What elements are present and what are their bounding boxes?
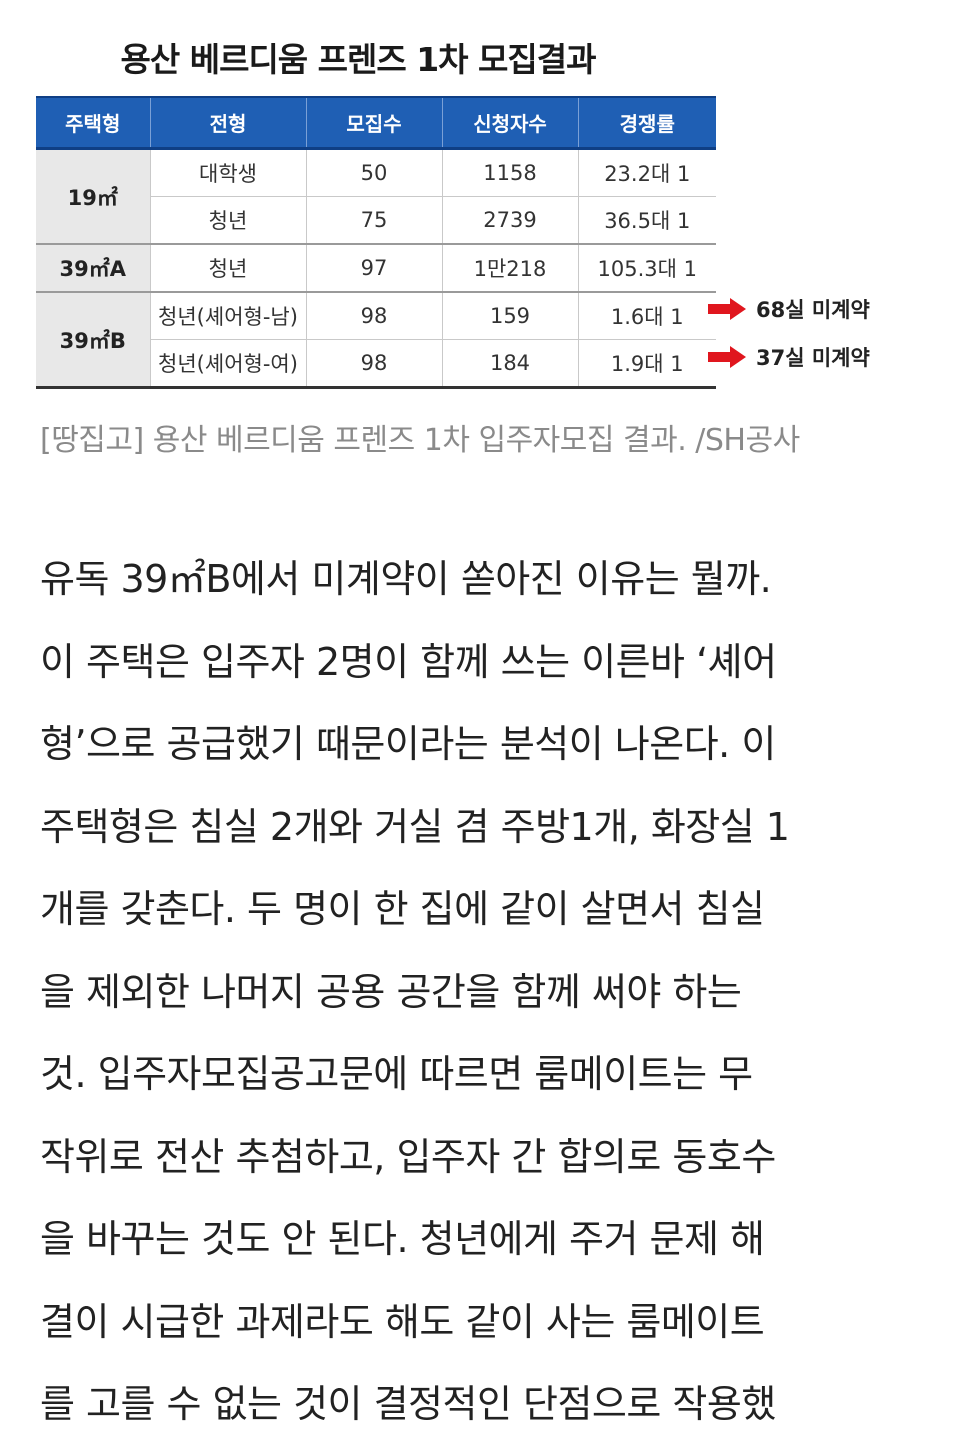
header-ratio: 경쟁률 [578, 96, 716, 150]
table-row: 19㎡ 대학생 50 1158 23.2대 1 [36, 148, 716, 245]
header-category: 전형 [150, 96, 307, 150]
cell-type: 39㎡B [36, 292, 151, 389]
cell-ratio: 23.2대 1 [578, 148, 716, 197]
header-recruit: 모집수 [306, 96, 443, 150]
results-table: 주택형 전형 모집수 신청자수 경쟁률 19㎡ 대학생 50 1158 23.2… [36, 96, 716, 389]
cell-applicants: 2739 [442, 196, 579, 245]
cell-recruit: 98 [306, 292, 443, 340]
cell-recruit: 50 [306, 148, 443, 197]
unsigned-note-2: 37실 미계약 [708, 342, 870, 372]
cell-applicants: 1만218 [442, 244, 579, 293]
cell-category: 청년(셰어형-남) [150, 292, 307, 340]
article-line: 을 제외한 나머지 공용 공간을 함께 써야 하는 [40, 969, 742, 1014]
unsigned-note-1: 68실 미계약 [708, 294, 870, 324]
cell-applicants: 184 [442, 339, 579, 389]
image-caption: [땅집고] 용산 베르디움 프렌즈 1차 입주자모집 결과. /SH공사 [40, 423, 800, 458]
cell-applicants: 1158 [442, 148, 579, 197]
cell-recruit: 75 [306, 196, 443, 245]
note-text: 68실 미계약 [756, 298, 870, 322]
article-line: 작위로 전산 추첨하고, 입주자 간 합의로 동호수 [40, 1134, 776, 1179]
cell-category: 청년(셰어형-여) [150, 339, 307, 389]
table-row: 39㎡A 청년 97 1만218 105.3대 1 [36, 244, 716, 293]
header-type: 주택형 [36, 96, 151, 150]
article-line: 유독 39㎡B에서 미계약이 쏟아진 이유는 뭘까. [40, 557, 772, 601]
article-line: 형’으로 공급했기 때문이라는 분석이 나온다. 이 [40, 722, 776, 766]
cell-ratio: 1.9대 1 [578, 339, 716, 389]
cell-applicants: 159 [442, 292, 579, 340]
article-line: 을 바꾸는 것도 안 된다. 청년에게 주거 문제 해 [40, 1217, 765, 1261]
article-line: 를 고를 수 없는 것이 결정적인 단점으로 작용했 [40, 1382, 776, 1426]
table-row: 청년(셰어형-여) 98 184 1.9대 1 [36, 339, 716, 389]
article-line: 것. 입주자모집공고문에 따르면 룸메이트는 무 [40, 1052, 753, 1096]
cell-recruit: 97 [306, 244, 443, 293]
cell-category: 청년 [150, 196, 307, 245]
article-body: 유독 39㎡B에서 미계약이 쏟아진 이유는 뭘까. 이 주택은 입주자 2명이… [40, 538, 930, 1446]
cell-type: 19㎡ [36, 148, 151, 245]
table-row: 39㎡B 청년(셰어형-남) 98 159 1.6대 1 [36, 292, 716, 389]
cell-category: 청년 [150, 244, 307, 293]
results-figure: 용산 베르디움 프렌즈 1차 모집결과 주택형 전형 모집수 신청자수 경쟁률 … [36, 30, 720, 389]
arrow-right-icon [708, 298, 746, 320]
article-line: 결이 시급한 과제라도 해도 같이 사는 룸메이트 [40, 1299, 765, 1344]
cell-recruit: 98 [306, 339, 443, 389]
cell-ratio: 1.6대 1 [578, 292, 716, 340]
article-line: 개를 갖춘다. 두 명이 한 집에 같이 살면서 침실 [40, 887, 765, 931]
table-row: 청년 75 2739 36.5대 1 [36, 196, 716, 245]
cell-type: 39㎡A [36, 244, 151, 293]
article-line: 이 주택은 입주자 2명이 함께 쓰는 이른바 ‘셰어 [40, 639, 777, 684]
cell-ratio: 36.5대 1 [578, 196, 716, 245]
cell-category: 대학생 [150, 148, 307, 197]
header-applicants: 신청자수 [442, 96, 579, 150]
note-text: 37실 미계약 [756, 346, 870, 370]
article-line: 주택형은 침실 2개와 거실 겸 주방1개, 화장실 1 [40, 804, 790, 849]
table-header-row: 주택형 전형 모집수 신청자수 경쟁률 [36, 96, 716, 150]
cell-ratio: 105.3대 1 [578, 244, 716, 293]
arrow-right-icon [708, 346, 746, 368]
figure-title: 용산 베르디움 프렌즈 1차 모집결과 [120, 40, 597, 79]
